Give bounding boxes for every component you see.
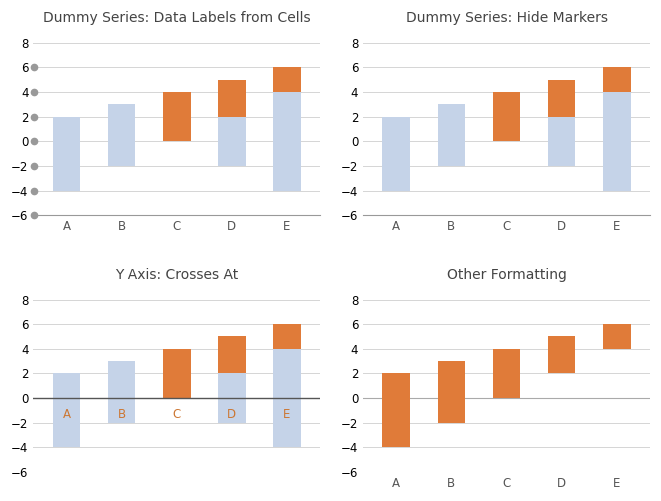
Bar <box>548 80 576 117</box>
Bar <box>218 80 246 166</box>
Bar <box>273 68 301 191</box>
Bar <box>438 361 465 423</box>
Bar <box>548 80 576 166</box>
Text: D: D <box>227 408 237 421</box>
Bar <box>273 68 301 92</box>
Bar <box>163 349 190 398</box>
Title: Y Axis: Crosses At: Y Axis: Crosses At <box>115 268 239 282</box>
Bar <box>492 92 520 141</box>
Bar <box>273 324 301 349</box>
Bar <box>218 337 246 373</box>
Bar <box>53 117 80 191</box>
Bar <box>273 324 301 447</box>
Bar <box>108 361 136 423</box>
Title: Dummy Series: Data Labels from Cells: Dummy Series: Data Labels from Cells <box>43 11 311 25</box>
Bar <box>438 104 465 166</box>
Bar <box>603 68 631 191</box>
Text: B: B <box>118 408 126 421</box>
Title: Dummy Series: Hide Markers: Dummy Series: Hide Markers <box>405 11 607 25</box>
Bar <box>603 68 631 92</box>
Bar <box>548 337 576 373</box>
Bar <box>163 92 190 141</box>
Bar <box>218 80 246 117</box>
Bar <box>492 349 520 398</box>
Text: E: E <box>284 408 291 421</box>
Title: Other Formatting: Other Formatting <box>447 268 566 282</box>
Bar <box>108 104 136 166</box>
Bar <box>218 337 246 423</box>
Bar <box>163 92 190 141</box>
Bar <box>492 92 520 141</box>
Bar <box>163 349 190 398</box>
Bar <box>383 117 410 191</box>
Bar <box>383 373 410 447</box>
Text: A: A <box>62 408 71 421</box>
Bar <box>603 324 631 349</box>
Text: C: C <box>173 408 181 421</box>
Bar <box>53 373 80 447</box>
